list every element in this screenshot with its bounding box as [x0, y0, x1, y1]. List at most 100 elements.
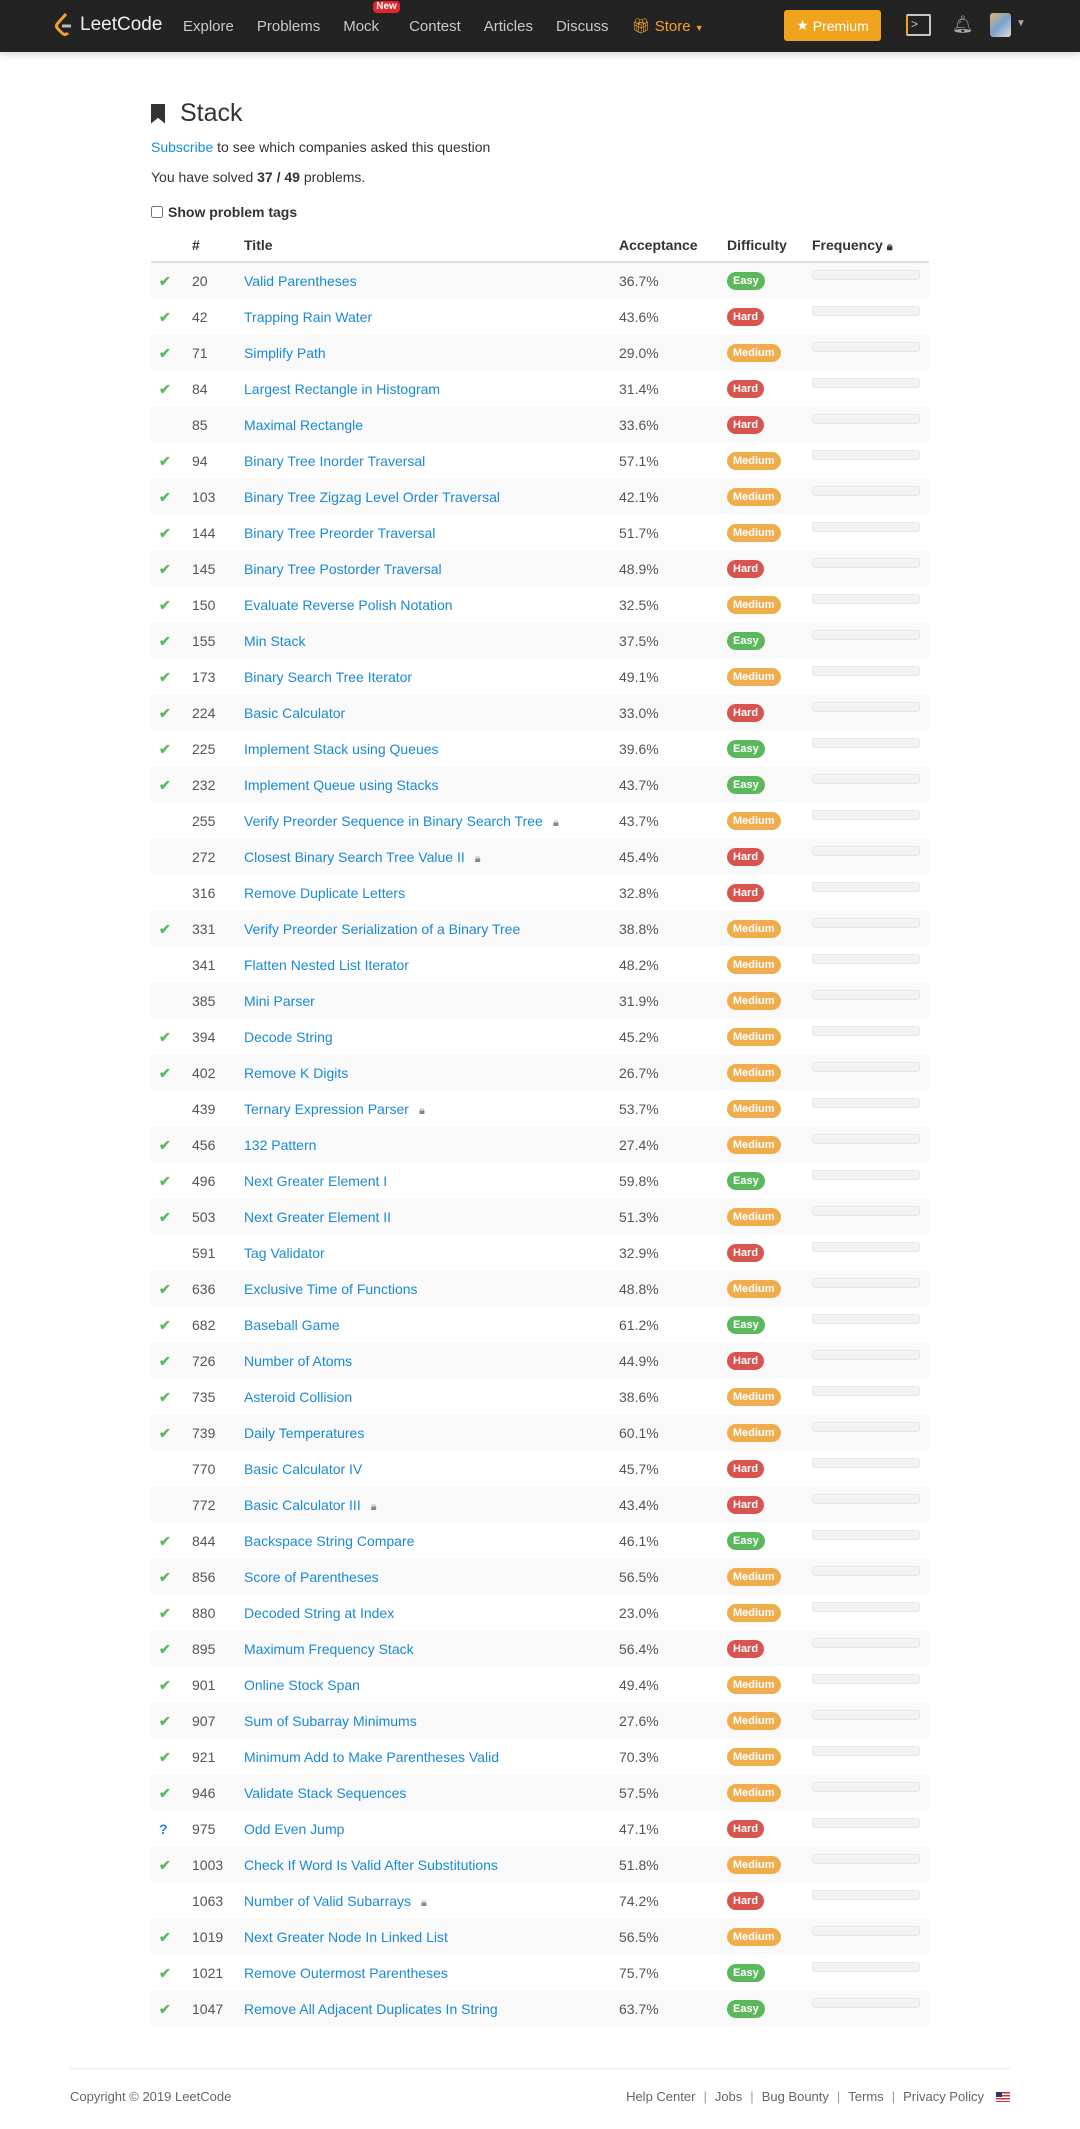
- problem-title[interactable]: Basic Calculator IV: [244, 1461, 363, 1477]
- problem-title[interactable]: Implement Queue using Stacks: [244, 777, 439, 793]
- problem-title-link[interactable]: Basic Calculator III 🔒︎: [244, 1497, 377, 1514]
- problem-title[interactable]: Score of Parentheses: [244, 1569, 379, 1585]
- problem-title[interactable]: Basic Calculator III: [244, 1497, 361, 1513]
- problem-title[interactable]: Simplify Path: [244, 345, 326, 361]
- problem-title-link[interactable]: Closest Binary Search Tree Value II 🔒︎: [244, 849, 481, 866]
- problem-title[interactable]: Validate Stack Sequences: [244, 1785, 407, 1801]
- problem-title[interactable]: Baseball Game: [244, 1317, 340, 1333]
- footer-bug-bounty[interactable]: Bug Bounty: [761, 2089, 829, 2104]
- problem-title-link[interactable]: Binary Tree Preorder Traversal: [244, 525, 435, 541]
- problem-title-link[interactable]: Largest Rectangle in Histogram: [244, 381, 440, 397]
- problem-title[interactable]: Sum of Subarray Minimums: [244, 1713, 417, 1729]
- problem-title-link[interactable]: Verify Preorder Serialization of a Binar…: [244, 921, 520, 937]
- problem-title-link[interactable]: Remove Duplicate Letters: [244, 885, 405, 901]
- footer-jobs[interactable]: Jobs: [714, 2089, 743, 2104]
- problem-title-link[interactable]: Binary Tree Zigzag Level Order Traversal: [244, 489, 500, 505]
- subscribe-link[interactable]: Subscribe: [151, 139, 214, 155]
- problem-title-link[interactable]: Ternary Expression Parser 🔒︎: [244, 1101, 425, 1118]
- problem-title-link[interactable]: Number of Atoms: [244, 1353, 352, 1369]
- problem-title-link[interactable]: Maximal Rectangle: [244, 417, 363, 433]
- notification-bell-icon[interactable]: 🔔︎: [952, 15, 974, 34]
- problem-title[interactable]: Valid Parentheses: [244, 273, 357, 289]
- problem-title[interactable]: Mini Parser: [244, 993, 315, 1009]
- problem-title-link[interactable]: Evaluate Reverse Polish Notation: [244, 597, 453, 613]
- problem-title-link[interactable]: Next Greater Node In Linked List: [244, 1929, 448, 1945]
- problem-title[interactable]: Trapping Rain Water: [244, 309, 373, 325]
- problem-title-link[interactable]: Score of Parentheses: [244, 1569, 379, 1585]
- problem-title-link[interactable]: Daily Temperatures: [244, 1425, 364, 1441]
- problem-title[interactable]: Maximum Frequency Stack: [244, 1641, 414, 1657]
- nav-contest[interactable]: Contest: [409, 17, 461, 35]
- problem-title[interactable]: Evaluate Reverse Polish Notation: [244, 597, 453, 613]
- problem-title[interactable]: Tag Validator: [244, 1245, 325, 1261]
- problem-title-link[interactable]: Trapping Rain Water: [244, 309, 372, 325]
- problem-title-link[interactable]: Exclusive Time of Functions: [244, 1281, 418, 1297]
- problem-title[interactable]: Minimum Add to Make Parentheses Valid: [244, 1749, 499, 1765]
- problem-title-link[interactable]: Asteroid Collision: [244, 1389, 352, 1405]
- problem-title-link[interactable]: Tag Validator: [244, 1245, 325, 1261]
- nav-discuss[interactable]: Discuss: [555, 17, 609, 35]
- header-number[interactable]: #: [192, 237, 200, 253]
- problem-title-link[interactable]: Odd Even Jump: [244, 1821, 344, 1837]
- problem-title[interactable]: Remove Duplicate Letters: [244, 885, 406, 901]
- problem-title-link[interactable]: Maximum Frequency Stack: [244, 1641, 414, 1657]
- problem-title-link[interactable]: Sum of Subarray Minimums: [244, 1713, 417, 1729]
- problem-title[interactable]: 132 Pattern: [244, 1137, 317, 1153]
- problem-title-link[interactable]: Decoded String at Index: [244, 1605, 394, 1621]
- problem-title-link[interactable]: Simplify Path: [244, 345, 326, 361]
- problem-title[interactable]: Basic Calculator: [244, 705, 346, 721]
- problem-title-link[interactable]: Next Greater Element II: [244, 1209, 391, 1225]
- problem-title-link[interactable]: Baseball Game: [244, 1317, 340, 1333]
- problem-title-link[interactable]: Implement Queue using Stacks: [244, 777, 439, 793]
- problem-title-link[interactable]: Verify Preorder Sequence in Binary Searc…: [244, 813, 559, 830]
- problem-title-link[interactable]: Binary Tree Postorder Traversal: [244, 561, 442, 577]
- problem-title-link[interactable]: Online Stock Span: [244, 1677, 360, 1693]
- problem-title[interactable]: Implement Stack using Queues: [244, 741, 439, 757]
- nav-articles[interactable]: Articles: [483, 17, 533, 35]
- problem-title[interactable]: Closest Binary Search Tree Value II: [244, 849, 465, 865]
- problem-title[interactable]: Binary Tree Zigzag Level Order Traversal: [244, 489, 500, 505]
- nav-problems[interactable]: Problems: [256, 17, 321, 35]
- problem-title[interactable]: Backspace String Compare: [244, 1533, 415, 1549]
- problem-title-link[interactable]: Remove K Digits: [244, 1065, 348, 1081]
- nav-explore[interactable]: Explore: [183, 17, 234, 35]
- problem-title-link[interactable]: Basic Calculator IV: [244, 1461, 362, 1477]
- problem-title-link[interactable]: Flatten Nested List Iterator: [244, 957, 409, 973]
- header-frequency[interactable]: Frequency 🔒︎: [812, 237, 893, 254]
- premium-button[interactable]: ★ Premium: [784, 10, 881, 41]
- problem-title-link[interactable]: Binary Tree Inorder Traversal: [244, 453, 425, 469]
- problem-title[interactable]: Check If Word Is Valid After Substitutio…: [244, 1857, 498, 1873]
- problem-title-link[interactable]: 132 Pattern: [244, 1137, 316, 1153]
- problem-title[interactable]: Exclusive Time of Functions: [244, 1281, 418, 1297]
- problem-title[interactable]: Binary Tree Preorder Traversal: [244, 525, 436, 541]
- problem-title[interactable]: Next Greater Node In Linked List: [244, 1929, 448, 1945]
- problem-title-link[interactable]: Validate Stack Sequences: [244, 1785, 406, 1801]
- problem-title[interactable]: Decode String: [244, 1029, 333, 1045]
- problem-title-link[interactable]: Remove All Adjacent Duplicates In String: [244, 2001, 498, 2017]
- problem-title[interactable]: Largest Rectangle in Histogram: [244, 381, 441, 397]
- avatar[interactable]: [990, 13, 1011, 37]
- problem-title[interactable]: Next Greater Element I: [244, 1173, 388, 1189]
- problem-title[interactable]: Min Stack: [244, 633, 306, 649]
- problem-title[interactable]: Remove Outermost Parentheses: [244, 1965, 448, 1981]
- problem-title[interactable]: Daily Temperatures: [244, 1425, 365, 1441]
- nav-store[interactable]: 🎁︎ Store ▼: [631, 17, 703, 35]
- problem-title-link[interactable]: Remove Outermost Parentheses: [244, 1965, 448, 1981]
- problem-title[interactable]: Asteroid Collision: [244, 1389, 353, 1405]
- problem-title[interactable]: Binary Tree Postorder Traversal: [244, 561, 442, 577]
- problem-title[interactable]: Next Greater Element II: [244, 1209, 392, 1225]
- problem-title[interactable]: Binary Search Tree Iterator: [244, 669, 413, 685]
- problem-title-link[interactable]: Valid Parentheses: [244, 273, 357, 289]
- problem-title[interactable]: Odd Even Jump: [244, 1821, 345, 1837]
- header-acceptance[interactable]: Acceptance: [619, 237, 698, 253]
- problem-title[interactable]: Decoded String at Index: [244, 1605, 395, 1621]
- problem-title-link[interactable]: Backspace String Compare: [244, 1533, 414, 1549]
- footer-terms[interactable]: Terms: [848, 2089, 884, 2104]
- problem-title-link[interactable]: Decode String: [244, 1029, 333, 1045]
- problem-title-link[interactable]: Implement Stack using Queues: [244, 741, 439, 757]
- nav-mock[interactable]: Mock New: [343, 0, 400, 35]
- footer-help-center[interactable]: Help Center: [626, 2089, 696, 2104]
- avatar-caret-icon[interactable]: ▼: [1016, 18, 1026, 29]
- problem-title-link[interactable]: Next Greater Element I: [244, 1173, 387, 1189]
- problem-title[interactable]: Online Stock Span: [244, 1677, 360, 1693]
